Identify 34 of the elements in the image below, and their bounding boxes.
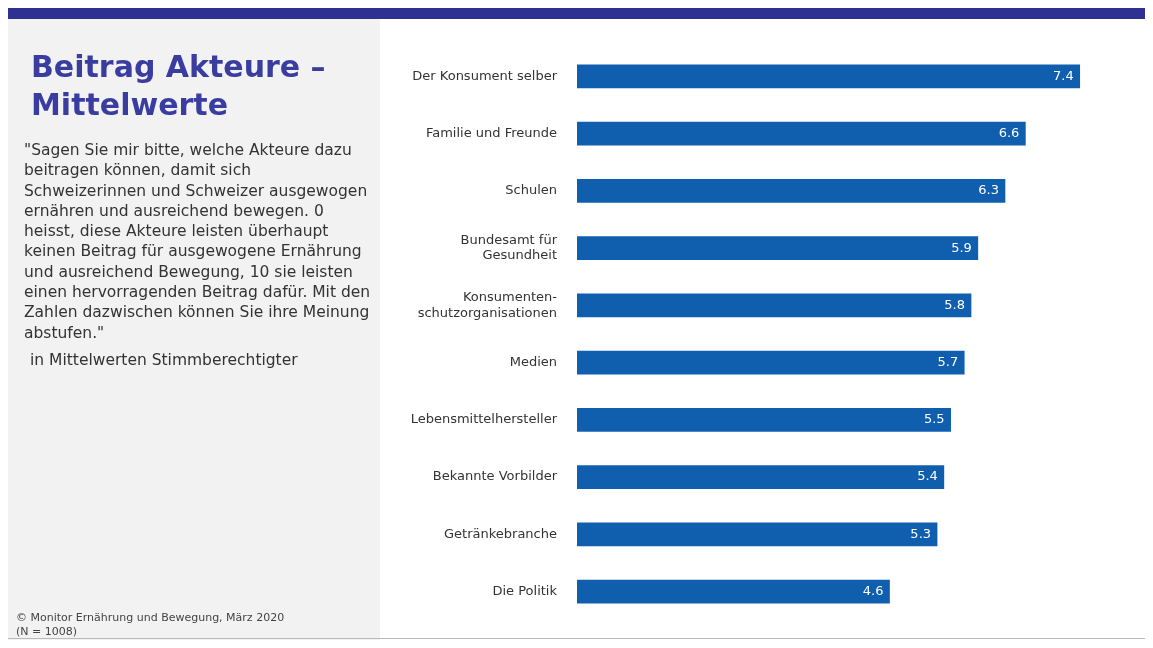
bar xyxy=(577,179,1006,203)
bar xyxy=(577,350,965,375)
bar xyxy=(577,236,979,260)
data-label: 7.4 xyxy=(1053,67,1074,83)
y-tick-label: Die Politik xyxy=(492,582,558,598)
bar xyxy=(577,522,938,547)
y-tick-label: Lebensmittelhersteller xyxy=(410,411,558,427)
y-tick-label: Schulen xyxy=(505,182,557,198)
data-label: 5.8 xyxy=(944,296,966,312)
bar xyxy=(577,408,951,432)
y-tick-label: Der Konsument selber xyxy=(412,67,558,83)
y-tick-label: Bundesamt für Gesundheit xyxy=(460,231,558,263)
data-label: 5.4 xyxy=(917,468,938,484)
y-tick-label: Familie und Freunde xyxy=(425,125,557,141)
data-label: 4.6 xyxy=(862,582,884,598)
bar xyxy=(577,293,972,318)
y-tick-label: Getränkebranche xyxy=(444,525,557,541)
text: Beitrag Akteure – Mittelwerte xyxy=(31,48,327,124)
data-label: 5.7 xyxy=(937,353,959,369)
data-label: 5.9 xyxy=(951,239,972,255)
data-label: 6.6 xyxy=(998,125,1020,141)
bar xyxy=(577,465,945,489)
text: in Mittelwerten Stimmberechtigter xyxy=(30,351,299,369)
data-label: 6.3 xyxy=(978,182,999,198)
bar xyxy=(577,579,890,604)
bar xyxy=(577,64,1081,89)
text: "Sagen Sie mir bitte, welche Akteure dazu beitragen können, damit sich Schweizerinnen und Schweizer ausgewogen ernähren und ausreichend bewegen. 0 heisst, diese Akteure leisten überhaupt keinen Beitrag für ausgewogene Ernährung und ausreichend Bewegung, 10 sie leisten einen hervorragenden Beitrag dafür. Mit den Zahlen dazwischen können Sie ihre Meinung abstufen." xyxy=(24,141,371,342)
bar xyxy=(577,121,1026,146)
y-tick-label: Medien xyxy=(509,353,557,369)
y-tick-label: Konsumenten-schutzorganisationen xyxy=(417,288,558,320)
text: © Monitor Ernährung und Bewegung, März 2020 (N = 1008) xyxy=(16,611,286,639)
data-label: 5.5 xyxy=(923,411,945,427)
y-tick-label: Bekannte Vorbilder xyxy=(432,468,558,484)
data-label: 5.3 xyxy=(910,525,932,541)
